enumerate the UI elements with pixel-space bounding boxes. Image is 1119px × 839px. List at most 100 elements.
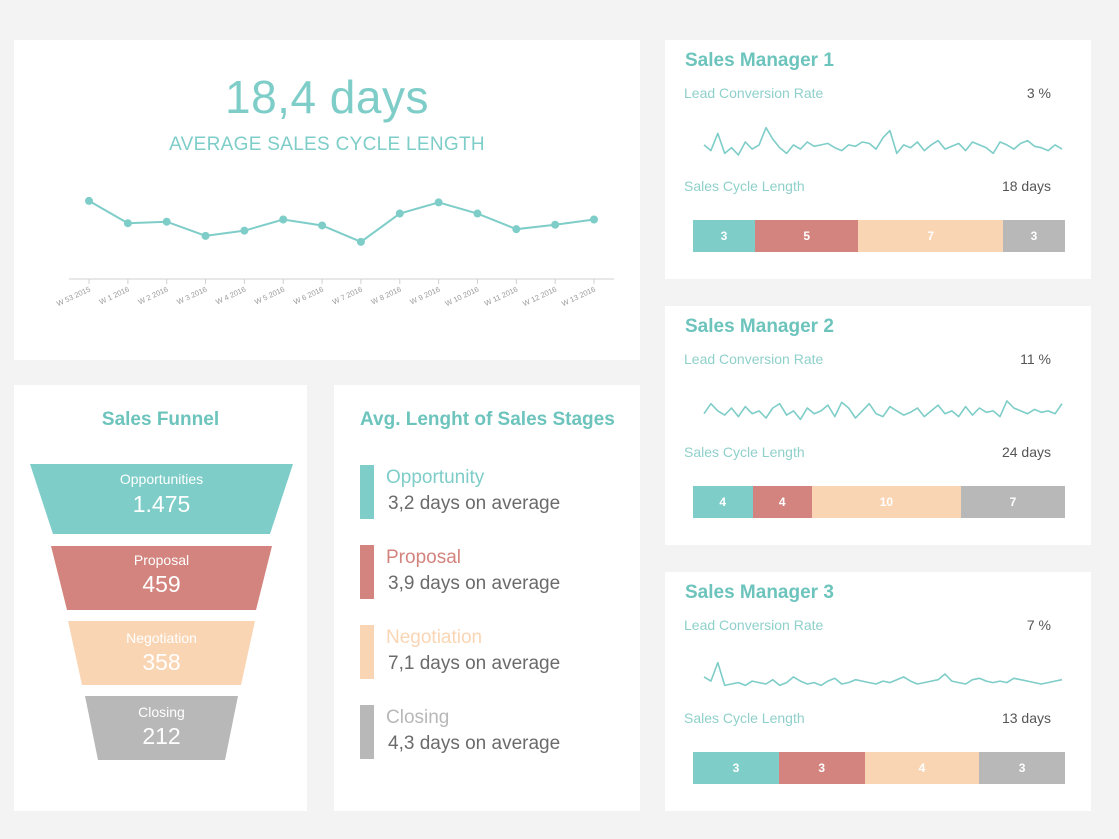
avg-cycle-caption: AVERAGE SALES CYCLE LENGTH: [169, 134, 485, 155]
sparkline-series: [703, 661, 1063, 687]
stacked-bar-segment: 4: [693, 486, 753, 518]
x-tick-label: W 7 2016: [331, 285, 364, 307]
funnel-stage-label: Negotiation: [126, 630, 197, 646]
cycle-data-point: [85, 196, 93, 205]
stacked-bar-segment: 4: [752, 486, 813, 518]
cycle-data-point: [434, 198, 443, 207]
stage-name: Proposal: [386, 547, 461, 568]
funnel-stage-label: Opportunities: [119, 471, 204, 487]
funnel-title: Sales Funnel: [101, 409, 220, 430]
funnel-stage-proposal: Proposal 459: [51, 546, 272, 610]
x-tick-label: W 8 2016: [370, 285, 403, 307]
cycle-data-point: [318, 221, 327, 230]
stacked-bar-segment: 3: [1003, 220, 1065, 252]
stage-color-bar: [360, 625, 374, 679]
funnel-stage-label: Closing: [138, 704, 185, 720]
stacked-bar-segment: 3: [979, 752, 1065, 784]
cycle-length-value: 13 days: [1001, 710, 1051, 726]
sparkline-series: [703, 400, 1063, 421]
stage-description: 3,9 days on average: [388, 573, 561, 594]
x-tick-label: W 53 2015: [55, 285, 92, 308]
x-tick-label: W 6 2016: [292, 285, 325, 307]
lead-conversion-value: 11 %: [1020, 351, 1051, 367]
stage-description: 7,1 days on average: [388, 653, 561, 674]
funnel-stage-label: Proposal: [133, 552, 190, 568]
stage-name: Opportunity: [386, 467, 485, 488]
x-tick-label: W 4 2016: [214, 285, 247, 307]
stacked-bar-segment: 5: [755, 220, 859, 252]
funnel-stage-value: 212: [142, 723, 181, 749]
stacked-bar-segment: 10: [812, 486, 961, 518]
stage-color-bar: [360, 705, 374, 759]
cycle-length-label: Sales Cycle Length: [684, 444, 805, 460]
stacked-bar-segment: 7: [858, 220, 1003, 252]
x-tick-label: W 10 2016: [444, 285, 481, 308]
funnel-stage-shape: [30, 464, 293, 534]
sales-manager-3-panel: Sales Manager 3 Lead Conversion Rate 7 %…: [665, 572, 1091, 811]
sales-funnel-panel: Sales Funnel Opportunities 1.475 Proposa…: [14, 385, 307, 811]
cycle-series-line: [88, 200, 595, 243]
conversion-sparkline: [703, 126, 1063, 156]
stage-item-proposal: Proposal 3,9 days on average: [360, 545, 630, 599]
manager-title: Sales Manager 2: [685, 316, 834, 337]
sparkline-series: [703, 126, 1063, 156]
funnel-stage-closing: Closing 212: [85, 696, 238, 760]
stage-name: Negotiation: [386, 627, 483, 648]
lead-conversion-value: 3 %: [1026, 85, 1051, 101]
manager-title: Sales Manager 1: [685, 50, 834, 71]
stacked-bar-segment: 3: [693, 752, 779, 784]
lead-conversion-value: 7 %: [1026, 617, 1051, 633]
lead-conversion-label: Lead Conversion Rate: [684, 351, 824, 367]
cycle-length-value: 24 days: [1001, 444, 1051, 460]
cycle-data-point: [123, 219, 132, 228]
funnel-stage-opportunities: Opportunities 1.475: [30, 464, 293, 534]
cycle-data-point: [590, 215, 598, 224]
cycle-data-point: [395, 209, 404, 218]
stages-title: Avg. Lenght of Sales Stages: [360, 409, 615, 430]
x-tick-label: W 3 2016: [175, 285, 208, 307]
conversion-sparkline: [703, 400, 1063, 421]
stage-item-negotiation: Negotiation 7,1 days on average: [360, 625, 630, 679]
conversion-sparkline: [703, 661, 1063, 687]
sales-cycle-panel: 18,4 days AVERAGE SALES CYCLE LENGTH W 5…: [14, 40, 640, 360]
funnel-stage-shape: [85, 696, 238, 760]
cycle-length-label: Sales Cycle Length: [684, 710, 805, 726]
x-tick-label: W 11 2016: [483, 285, 519, 308]
cycle-length-value: 18 days: [1001, 178, 1051, 194]
stage-item-opportunity: Opportunity 3,2 days on average: [360, 465, 630, 519]
cycle-data-point: [512, 225, 521, 234]
stage-color-bar: [360, 545, 374, 599]
stage-item-closing: Closing 4,3 days on average: [360, 705, 630, 759]
funnel-stage-shape: [51, 546, 272, 610]
funnel-stage-shape: [68, 621, 255, 685]
cycle-length-label: Sales Cycle Length: [684, 178, 805, 194]
funnel-stage-value: 1.475: [132, 491, 191, 517]
funnel-stage-value: 459: [142, 571, 181, 597]
x-tick-label: W 9 2016: [409, 285, 442, 307]
sales-stages-panel: Avg. Lenght of Sales Stages Opportunity …: [334, 385, 640, 811]
stacked-bar-segment: 3: [778, 752, 865, 784]
stacked-bar-segment: 7: [960, 486, 1065, 518]
x-tick-label: W 13 2016: [560, 285, 597, 308]
cycle-line-chart: W 53 2015 W 1 2016 W 2 2016 W 3 2016 W 4 201…: [55, 196, 614, 308]
lead-conversion-label: Lead Conversion Rate: [684, 85, 824, 101]
x-tick-label: W 1 2016: [98, 285, 131, 307]
cycle-data-point: [356, 237, 365, 246]
stage-name: Closing: [386, 707, 450, 728]
cycle-data-point: [201, 231, 210, 240]
funnel-stage-value: 358: [142, 649, 181, 675]
stage-description: 4,3 days on average: [388, 733, 561, 754]
cycle-data-point: [240, 226, 249, 235]
cycle-data-point: [473, 209, 482, 218]
cycle-data-point: [279, 215, 288, 224]
stage-stacked-bar: 4 4 10 7: [693, 486, 1065, 518]
x-tick-label: W 2 2016: [137, 285, 170, 307]
sales-manager-2-panel: Sales Manager 2 Lead Conversion Rate 11 …: [665, 306, 1091, 545]
stage-description: 3,2 days on average: [388, 493, 561, 514]
lead-conversion-label: Lead Conversion Rate: [684, 617, 824, 633]
avg-cycle-value: 18,4 days: [225, 71, 429, 123]
cycle-data-point: [551, 220, 560, 229]
manager-title: Sales Manager 3: [685, 582, 834, 603]
